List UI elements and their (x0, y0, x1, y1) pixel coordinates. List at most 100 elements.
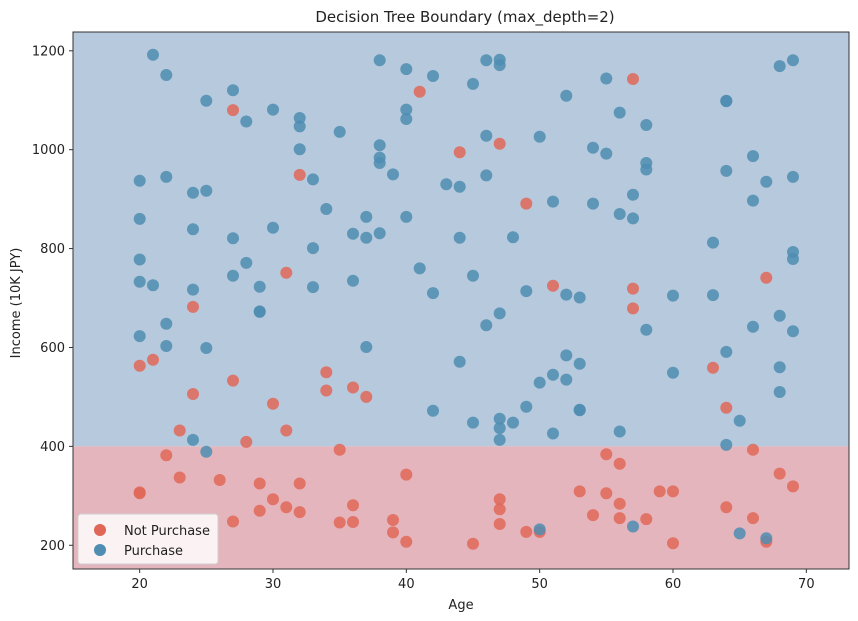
data-point (720, 438, 733, 451)
data-point (427, 287, 439, 300)
legend: Not Purchase Purchase (77, 513, 219, 565)
data-point (720, 501, 733, 514)
data-point (307, 281, 319, 294)
data-point (627, 302, 639, 315)
y-tick-label: 1200 (32, 44, 65, 59)
data-point (373, 139, 386, 152)
data-point (360, 210, 373, 223)
data-point (787, 170, 799, 183)
data-point (640, 163, 653, 176)
data-point (733, 414, 746, 427)
data-point (267, 221, 279, 234)
data-point (187, 223, 199, 236)
data-point (413, 262, 426, 275)
x-tick-label: 30 (265, 577, 282, 592)
data-point (520, 285, 533, 298)
data-point (560, 288, 573, 301)
data-point (613, 497, 626, 510)
data-point (760, 175, 773, 188)
data-point (200, 94, 213, 107)
data-point (493, 493, 506, 506)
data-point (627, 212, 639, 225)
data-point (573, 357, 586, 370)
data-point (547, 427, 559, 440)
y-tick-label: 800 (40, 242, 65, 257)
data-point (707, 289, 719, 302)
data-point (787, 480, 799, 493)
data-point (493, 433, 506, 446)
data-point (533, 130, 546, 143)
data-point (733, 527, 746, 540)
data-point (573, 404, 586, 417)
x-tick-label: 20 (131, 577, 148, 592)
data-point (400, 535, 413, 548)
data-point (653, 485, 666, 498)
data-point (427, 70, 439, 82)
data-point (280, 501, 293, 514)
series-purchase (133, 48, 799, 545)
data-point (573, 291, 586, 304)
data-point (627, 520, 639, 533)
x-tick-label: 60 (665, 577, 682, 592)
data-point (293, 120, 306, 133)
data-point (173, 471, 186, 484)
data-point (160, 69, 173, 81)
data-point (400, 103, 413, 116)
data-point (160, 317, 173, 330)
data-point (373, 227, 386, 240)
data-point (547, 279, 559, 292)
data-point (533, 376, 546, 389)
data-point (347, 499, 359, 512)
data-point (480, 319, 493, 332)
data-point (640, 119, 653, 131)
data-point (640, 513, 653, 526)
data-point (160, 340, 173, 352)
data-point (493, 137, 506, 150)
data-point (747, 150, 759, 163)
data-point (547, 195, 559, 208)
data-point (520, 197, 533, 210)
data-point (187, 186, 199, 199)
data-point (613, 512, 626, 525)
data-point (133, 174, 146, 187)
data-point (560, 373, 573, 386)
data-point (187, 283, 199, 296)
data-point (493, 518, 506, 530)
legend-label-purchase: Purchase (124, 544, 183, 559)
data-point (400, 210, 413, 223)
series-not-purchase (133, 73, 799, 550)
data-point (253, 280, 266, 293)
data-point (480, 169, 493, 182)
data-point (280, 424, 293, 437)
data-point (267, 493, 279, 506)
data-point (253, 504, 266, 517)
data-point (600, 487, 613, 500)
data-point (453, 146, 466, 159)
data-point (347, 227, 359, 240)
y-tick-label: 200 (40, 539, 65, 554)
data-point (387, 168, 399, 181)
data-point (507, 416, 519, 429)
data-point (293, 477, 306, 490)
data-point (480, 129, 493, 142)
y-axis: 200 400 600 800 1000 1200 (32, 44, 73, 554)
data-point (227, 232, 239, 245)
data-point (467, 537, 479, 550)
data-point (187, 300, 199, 313)
data-point (400, 113, 413, 125)
data-point (600, 147, 613, 160)
data-point (373, 54, 386, 67)
data-point (613, 208, 626, 220)
data-point (427, 404, 439, 417)
plot-area (73, 32, 849, 569)
data-point (720, 345, 733, 358)
data-point (400, 63, 413, 76)
data-point (200, 342, 213, 354)
data-point (387, 526, 399, 539)
y-tick-label: 1000 (32, 143, 65, 158)
data-point (453, 180, 466, 193)
data-point (707, 236, 719, 249)
data-point (640, 323, 653, 336)
data-point (267, 103, 279, 116)
data-point (720, 401, 733, 414)
